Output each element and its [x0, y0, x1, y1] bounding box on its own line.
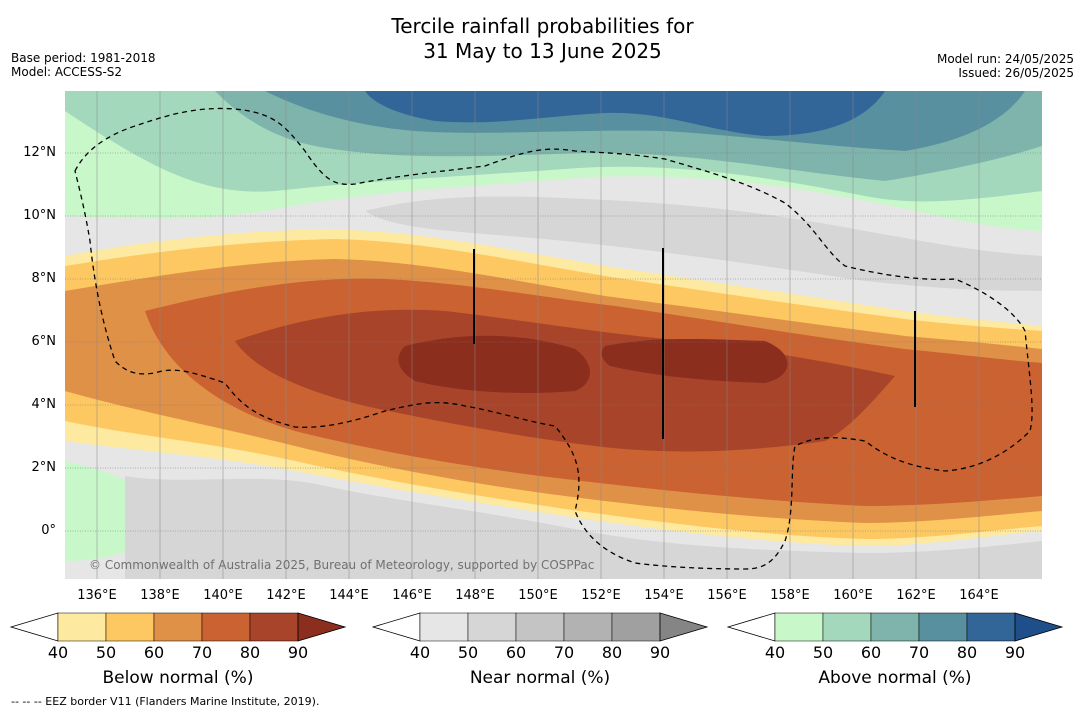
colorbar-above-tick: 90	[1004, 643, 1026, 662]
lon-label-142e: 142°E	[266, 588, 306, 603]
model-run: Model run: 24/05/2025	[936, 52, 1074, 66]
colorbar-below-high-extend	[297, 612, 347, 642]
lat-label-2n: 2°N	[31, 460, 57, 475]
colorbar-below-segment	[201, 612, 251, 642]
colorbar-above-normal	[727, 612, 1064, 642]
below-normal-90-region	[398, 335, 788, 393]
colorbar-above-tick: 70	[908, 643, 930, 662]
colorbar-near-tick: 70	[553, 643, 575, 662]
colorbar-near-tick: 80	[601, 643, 623, 662]
lat-label-4n: 4°N	[31, 397, 57, 412]
copyright-credit: © Commonwealth of Australia 2025, Bureau…	[89, 558, 595, 572]
lon-label-160e: 160°E	[833, 588, 873, 603]
colorbar-near-segment	[611, 612, 661, 642]
colorbar-below-normal-segments	[10, 612, 347, 642]
lat-label-0: 0°	[41, 523, 56, 538]
lat-label-6n: 6°N	[31, 334, 57, 349]
colorbar-above-normal-segments	[727, 612, 1064, 642]
map-title: Tercile rainfall probabilities for 31 Ma…	[0, 14, 1085, 64]
lat-label-12n: 12°N	[23, 145, 56, 160]
colorbar-title-above: Above normal (%)	[818, 668, 972, 688]
probability-map	[65, 91, 1042, 579]
colorbar-above-segment	[966, 612, 1016, 642]
lon-label-154e: 154°E	[644, 588, 684, 603]
colorbar-above-high-extend	[1014, 612, 1064, 642]
colorbar-above-segment	[918, 612, 968, 642]
colorbar-above-segment	[774, 612, 824, 642]
colorbar-below-normal	[10, 612, 347, 642]
colorbar-above-low-extend	[727, 612, 776, 642]
lon-label-148e: 148°E	[455, 588, 495, 603]
lon-label-162e: 162°E	[896, 588, 936, 603]
near-normal-50-south	[125, 476, 1042, 579]
colorbar-below-tick: 70	[191, 643, 213, 662]
colorbar-title-below: Below normal (%)	[102, 668, 254, 688]
colorbar-near-segment	[515, 612, 565, 642]
base-period: Base period: 1981-2018	[11, 51, 156, 65]
lon-label-164e: 164°E	[959, 588, 999, 603]
colorbar-below-tick: 80	[239, 643, 261, 662]
lon-label-144e: 144°E	[329, 588, 369, 603]
colorbar-near-segment	[563, 612, 613, 642]
colorbar-below-segment	[105, 612, 155, 642]
issued-date: Issued: 26/05/2025	[958, 66, 1074, 80]
colorbar-near-normal	[372, 612, 709, 642]
lon-label-138e: 138°E	[140, 588, 180, 603]
colorbar-near-tick: 50	[457, 643, 479, 662]
colorbar-near-high-extend	[659, 612, 709, 642]
lat-label-8n: 8°N	[31, 271, 57, 286]
colorbar-title-near: Near normal (%)	[469, 668, 611, 688]
lon-label-146e: 146°E	[392, 588, 432, 603]
colorbar-below-tick: 40	[47, 643, 69, 662]
lat-label-10n: 10°N	[23, 208, 56, 223]
title-line-1: Tercile rainfall probabilities for	[391, 14, 694, 38]
colorbar-above-segment	[870, 612, 920, 642]
colorbar-below-tick: 90	[287, 643, 309, 662]
colorbar-near-tick: 40	[409, 643, 431, 662]
colorbar-below-tick: 60	[143, 643, 165, 662]
colorbar-below-segment	[57, 612, 107, 642]
colorbar-below-low-extend	[10, 612, 59, 642]
model-info: Base period: 1981-2018 Model: ACCESS-S2	[11, 51, 156, 79]
lon-label-140e: 140°E	[203, 588, 243, 603]
lon-label-152e: 152°E	[581, 588, 621, 603]
above-normal-80-region	[365, 91, 885, 136]
colorbar-above-tick: 40	[764, 643, 786, 662]
lon-label-158e: 158°E	[770, 588, 810, 603]
colorbar-near-tick: 60	[505, 643, 527, 662]
colorbar-near-segment	[467, 612, 517, 642]
colorbar-above-tick: 80	[956, 643, 978, 662]
graticule	[65, 152, 1042, 532]
colorbar-near-tick: 90	[649, 643, 671, 662]
colorbar-near-normal-segments	[372, 612, 709, 642]
title-line-2: 31 May to 13 June 2025	[423, 39, 662, 63]
lon-label-150e: 150°E	[518, 588, 558, 603]
run-info: Model run: 24/05/2025 Issued: 26/05/2025	[937, 52, 1074, 80]
eez-border	[74, 107, 1033, 570]
model-name: Model: ACCESS-S2	[11, 65, 123, 79]
colorbar-near-segment	[419, 612, 469, 642]
near-normal-50-north	[365, 196, 1042, 291]
lon-label-156e: 156°E	[707, 588, 747, 603]
colorbar-below-tick: 50	[95, 643, 117, 662]
colorbar-above-tick: 50	[812, 643, 834, 662]
eez-footnote: -- -- -- EEZ border V11 (Flanders Marine…	[11, 695, 320, 708]
colorbar-above-segment	[822, 612, 872, 642]
colorbar-below-segment	[249, 612, 299, 642]
lon-label-136e: 136°E	[77, 588, 117, 603]
colorbar-below-segment	[153, 612, 203, 642]
colorbar-above-tick: 60	[860, 643, 882, 662]
colorbar-near-low-extend	[372, 612, 421, 642]
